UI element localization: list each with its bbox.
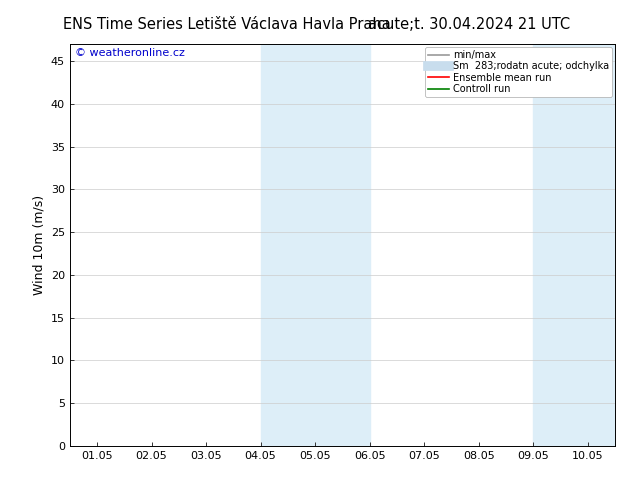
Bar xyxy=(261,44,315,446)
Text: © weatheronline.cz: © weatheronline.cz xyxy=(75,48,185,58)
Bar xyxy=(588,44,634,446)
Legend: min/max, Sm  283;rodatn acute; odchylka, Ensemble mean run, Controll run: min/max, Sm 283;rodatn acute; odchylka, … xyxy=(425,47,612,97)
Text: ENS Time Series Letiště Václava Havla Praha: ENS Time Series Letiště Václava Havla Pr… xyxy=(63,17,391,32)
Bar xyxy=(315,44,370,446)
Bar xyxy=(533,44,588,446)
Text: acute;t. 30.04.2024 21 UTC: acute;t. 30.04.2024 21 UTC xyxy=(368,17,571,32)
Y-axis label: Wind 10m (m/s): Wind 10m (m/s) xyxy=(32,195,45,295)
